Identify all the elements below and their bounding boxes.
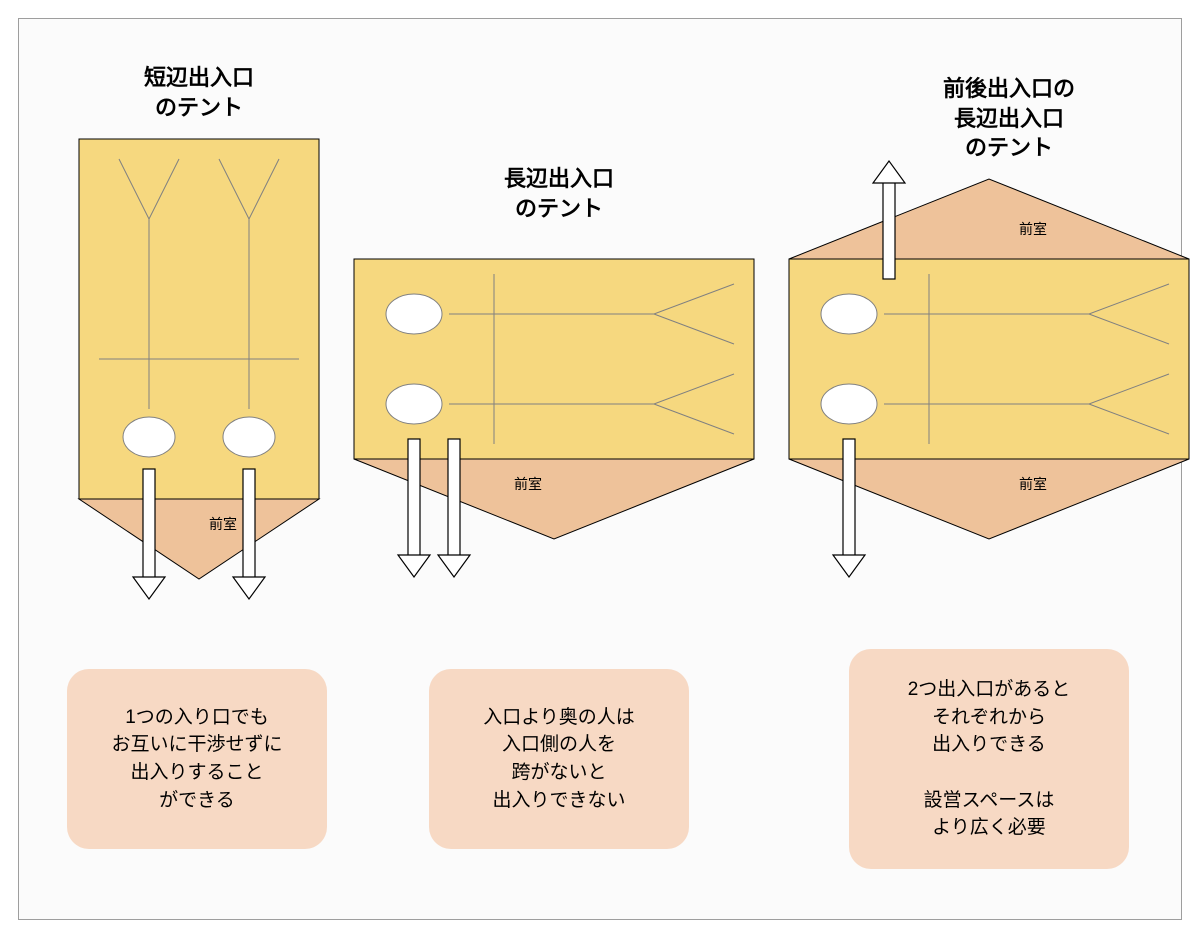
tent2-title: 長辺出入口 のテント xyxy=(459,164,659,223)
tent1-vestibule xyxy=(79,499,319,579)
tent1-diagram: 前室 xyxy=(79,139,319,619)
main-panel: 短辺出入口 のテント 前室 xyxy=(18,18,1182,920)
tent2-body xyxy=(354,259,754,459)
tent1-desc: 1つの入り口でも お互いに干渉せずに 出入りすること ができる xyxy=(67,669,327,849)
tent3-vestibule-top-label: 前室 xyxy=(1019,221,1047,237)
tent3-title: 前後出入口の 長辺出入口 のテント xyxy=(889,74,1129,163)
tent2-vestibule-label: 前室 xyxy=(514,476,542,492)
tent2-diagram: 前室 xyxy=(354,259,754,619)
tent2-desc: 入口より奥の人は 入口側の人を 跨がないと 出入りできない xyxy=(429,669,689,849)
tent1-vestibule-label: 前室 xyxy=(209,516,237,532)
tent3-body xyxy=(789,259,1189,459)
frame: 短辺出入口 のテント 前室 xyxy=(0,0,1200,938)
tent1-body xyxy=(79,139,319,499)
tent3-vestibule-top xyxy=(789,179,1189,259)
tent3-desc: 2つ出入口があると それぞれから 出入りできる 設営スペースは より広く必要 xyxy=(849,649,1129,869)
tent1-title: 短辺出入口 のテント xyxy=(99,63,299,122)
tent3-vestibule-bottom-label: 前室 xyxy=(1019,476,1047,492)
tent3-diagram: 前室 前室 xyxy=(789,179,1189,619)
